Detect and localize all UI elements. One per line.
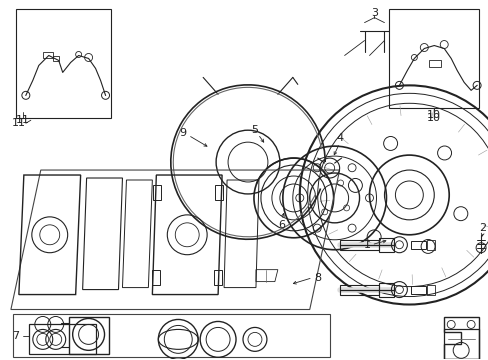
Bar — [379, 238, 394, 252]
Text: 3: 3 — [370, 8, 377, 18]
Text: 4: 4 — [335, 133, 343, 143]
Bar — [16, 9, 110, 118]
Bar — [379, 283, 394, 297]
Text: 7: 7 — [12, 332, 20, 341]
Text: 10: 10 — [427, 110, 440, 120]
Bar — [410, 285, 426, 293]
Text: 6: 6 — [278, 220, 285, 230]
Text: 11: 11 — [16, 115, 30, 125]
Bar — [427, 240, 434, 250]
Bar — [53, 57, 59, 62]
Text: 9: 9 — [179, 128, 186, 138]
Text: 2: 2 — [479, 223, 486, 233]
Bar — [428, 60, 440, 67]
Text: 5: 5 — [251, 125, 258, 135]
Bar — [152, 270, 160, 285]
Bar — [214, 270, 222, 285]
Bar — [427, 285, 434, 294]
Bar — [410, 241, 426, 249]
Bar — [215, 185, 223, 200]
Text: 8: 8 — [313, 273, 321, 283]
Bar — [153, 185, 161, 200]
Text: 10: 10 — [427, 113, 440, 123]
Bar — [339, 285, 379, 294]
Bar — [42, 53, 53, 58]
Text: 11: 11 — [12, 118, 26, 128]
Bar — [388, 9, 478, 108]
Text: 1: 1 — [363, 240, 370, 250]
Bar — [339, 240, 379, 250]
